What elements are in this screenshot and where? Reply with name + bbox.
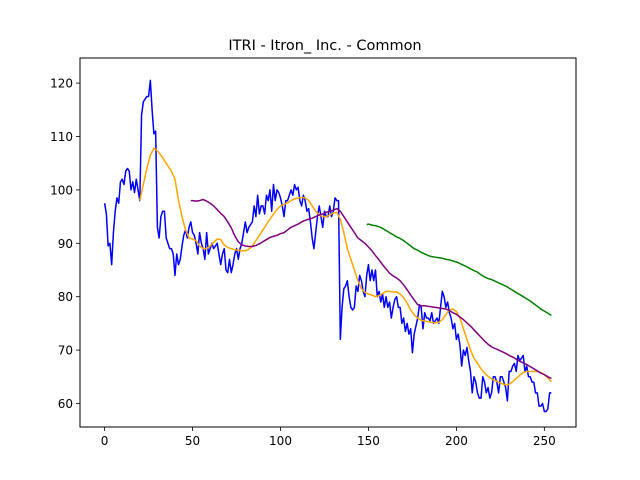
chart-title: ITRI - Itron_ Inc. - Common: [228, 38, 421, 54]
x-tick-label: 50: [185, 434, 200, 448]
y-axis: 60 70 80 90 100 110 120: [50, 77, 80, 411]
x-tick-label: 100: [269, 434, 292, 448]
series-line-3: [190, 198, 552, 380]
x-tick-label: 0: [101, 434, 109, 448]
y-tick-label: 80: [58, 290, 73, 304]
y-tick-label: 120: [50, 77, 73, 91]
y-tick-label: 70: [58, 344, 73, 358]
x-tick-label: 250: [533, 434, 556, 448]
plot-frame: [79, 57, 577, 428]
y-tick-label: 100: [50, 183, 73, 197]
series-line-4: [366, 223, 552, 317]
y-tick-label: 90: [58, 237, 73, 251]
series-line-2: [139, 147, 552, 386]
series-layer: [103, 79, 552, 413]
x-axis: 0 50 100 150 200 250: [101, 427, 556, 448]
y-tick-label: 60: [58, 397, 73, 411]
x-tick-label: 200: [445, 434, 468, 448]
y-tick-label: 110: [50, 130, 73, 144]
x-tick-label: 150: [357, 434, 380, 448]
